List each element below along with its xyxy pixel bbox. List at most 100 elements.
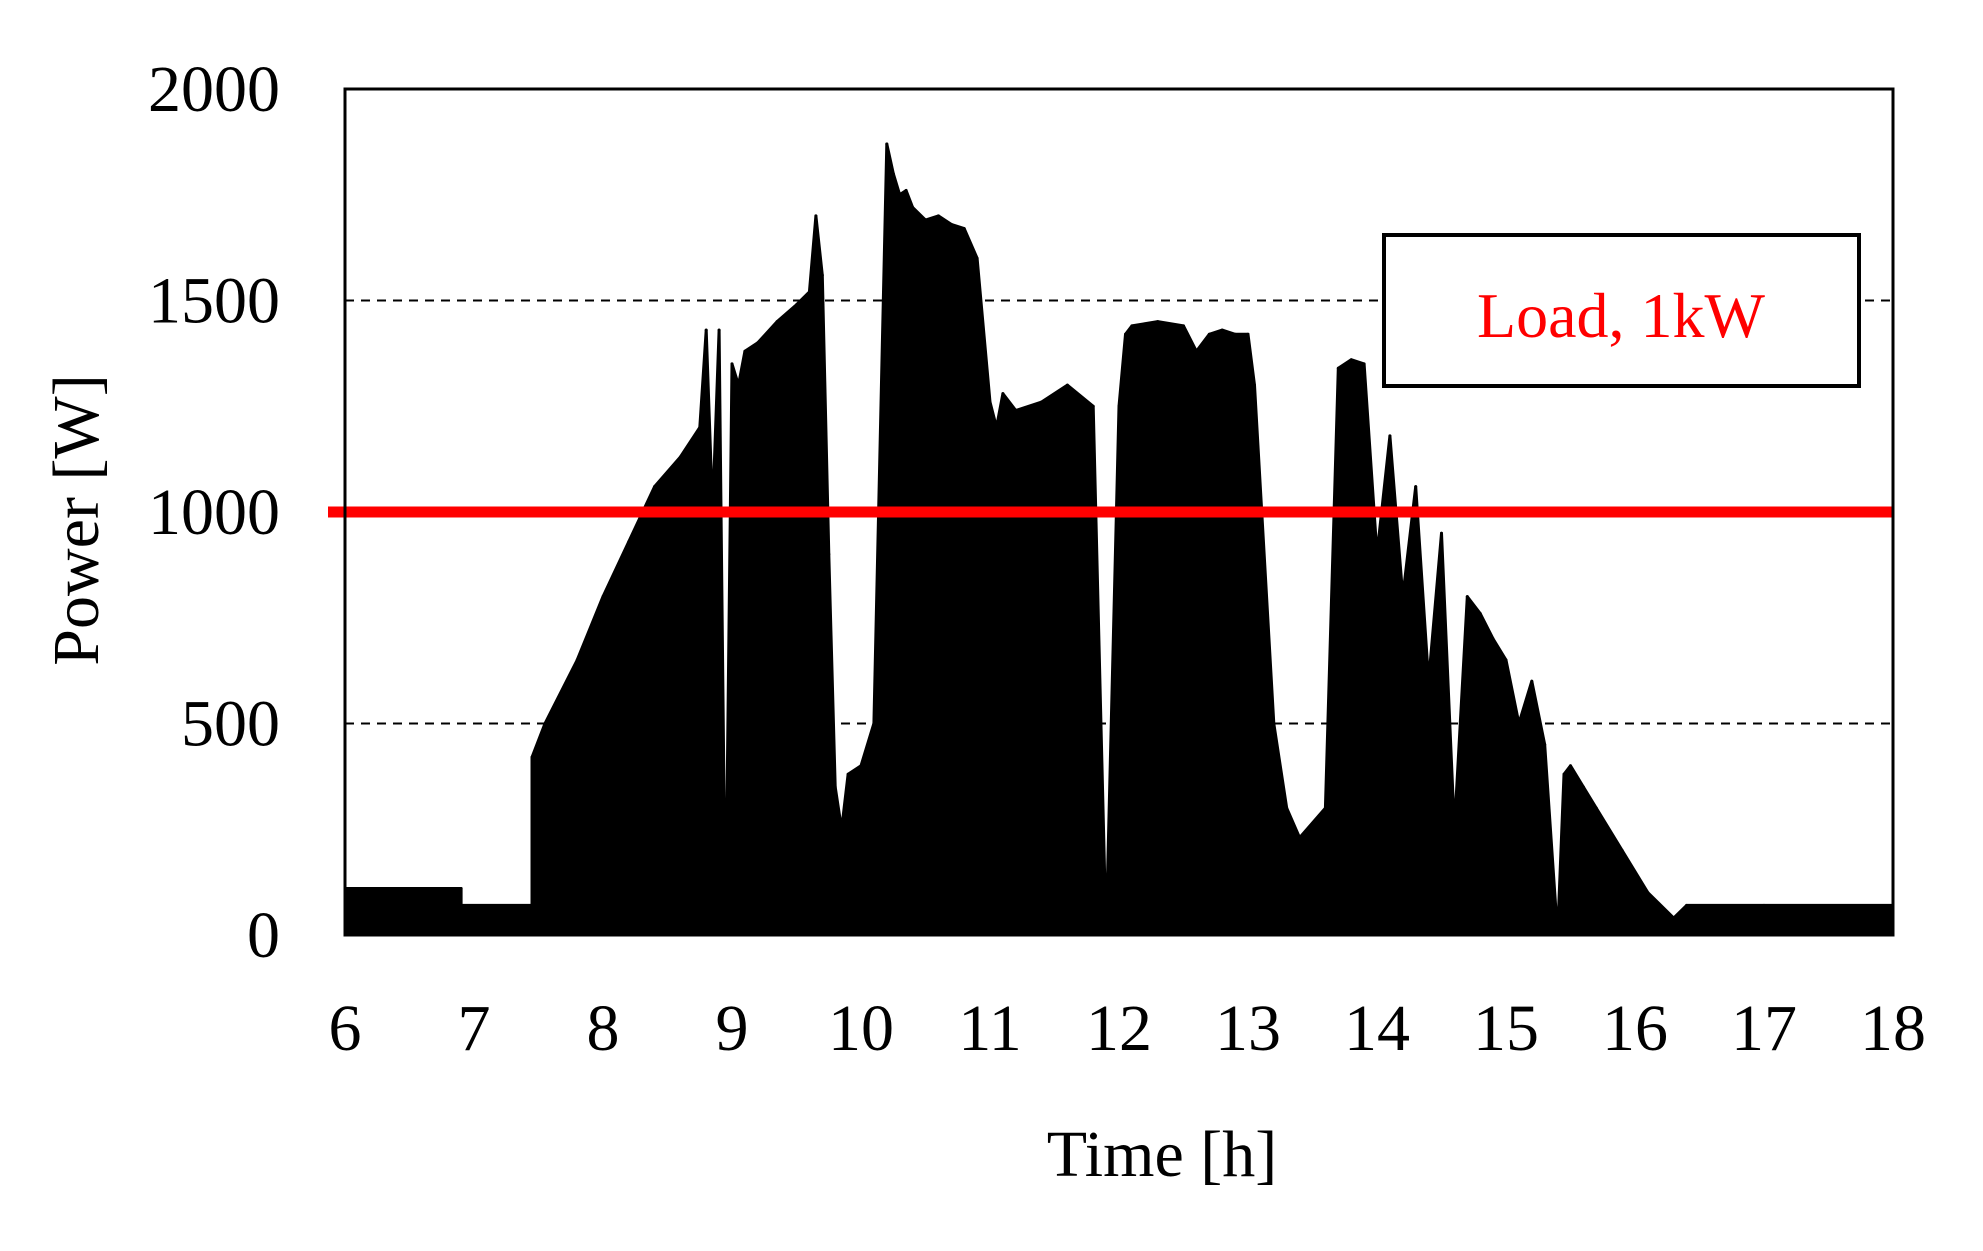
data-point	[1156, 320, 1160, 324]
x-tick-label: 17	[1731, 992, 1797, 1065]
data-point	[1246, 332, 1250, 336]
x-tick-label: 11	[958, 992, 1022, 1065]
data-point	[1762, 903, 1766, 907]
data-point	[995, 425, 998, 429]
x-tick-label: 8	[587, 992, 620, 1065]
data-point	[1117, 404, 1121, 408]
data-point	[924, 218, 927, 222]
y-tick-label: 1000	[148, 476, 280, 549]
data-point	[1182, 324, 1185, 328]
data-point	[1465, 595, 1469, 599]
x-axis-title: Time [h]	[1047, 1118, 1277, 1191]
data-point	[627, 540, 631, 544]
data-point	[530, 903, 534, 907]
data-point	[820, 273, 824, 277]
data-point	[840, 827, 844, 831]
data-point	[1672, 916, 1676, 920]
data-point	[949, 222, 953, 226]
data-point	[1253, 383, 1256, 387]
y-tick-label: 500	[181, 688, 280, 761]
data-point	[1562, 772, 1566, 776]
data-point	[1001, 392, 1005, 396]
data-point	[1285, 806, 1289, 810]
axis-layer: 0 500 1000 1500 2000 6 7 8 9 10 11 12 13 14 15 16 17 18	[148, 53, 1926, 1065]
data-point	[1298, 836, 1302, 840]
data-point	[1414, 485, 1418, 489]
data-point	[833, 785, 837, 789]
data-point	[1323, 806, 1327, 810]
y-tick-label: 2000	[148, 53, 280, 126]
y-axis-title: Power [W]	[40, 374, 113, 665]
data-point	[898, 193, 902, 197]
data-point	[1124, 332, 1127, 336]
x-tick-label: 10	[828, 992, 894, 1065]
data-point	[885, 142, 889, 146]
plot-frame	[343, 87, 1895, 937]
data-point	[1685, 903, 1689, 907]
data-point	[1014, 409, 1018, 412]
data-point	[698, 425, 702, 429]
y-tick-label: 1500	[148, 265, 280, 338]
data-point	[653, 485, 657, 489]
data-point	[872, 722, 876, 725]
data-point	[775, 320, 779, 324]
data-point	[975, 256, 979, 260]
data-point	[1388, 434, 1392, 438]
data-point	[1594, 806, 1598, 810]
data-point	[911, 205, 915, 209]
data-point	[730, 362, 734, 366]
data-point	[1349, 358, 1353, 362]
data-point	[795, 303, 798, 307]
data-point	[1646, 891, 1650, 895]
data-point	[904, 189, 908, 192]
data-point	[704, 328, 708, 332]
data-point	[1336, 366, 1340, 370]
data-point	[1207, 332, 1211, 336]
x-tick-label: 15	[1473, 992, 1539, 1065]
data-point	[1452, 827, 1456, 831]
data-point	[756, 341, 760, 345]
data-point	[807, 290, 811, 294]
data-point	[1440, 531, 1443, 535]
data-point	[1272, 722, 1276, 725]
data-point	[459, 887, 463, 890]
x-tick-label: 6	[329, 992, 362, 1065]
data-point	[1427, 679, 1431, 683]
legend-label: Load, 1kW	[1477, 280, 1766, 351]
y-tick-label: 0	[247, 899, 280, 972]
data-point	[891, 172, 895, 176]
data-point	[1620, 848, 1624, 852]
data-point	[717, 328, 721, 332]
data-point	[1362, 362, 1366, 366]
data-point	[678, 455, 682, 459]
data-point	[1040, 400, 1044, 404]
data-point	[1401, 595, 1405, 599]
data-point	[859, 764, 863, 768]
x-tick-label: 9	[716, 992, 749, 1065]
data-point	[459, 903, 463, 907]
data-point	[575, 658, 579, 662]
data-point	[1065, 383, 1069, 387]
legend-box	[1382, 233, 1861, 388]
data-point	[601, 595, 605, 599]
x-tick-label: 12	[1086, 992, 1152, 1065]
data-point	[1491, 637, 1495, 641]
data-point	[1517, 722, 1521, 725]
data-point	[1504, 658, 1508, 662]
data-point	[827, 552, 831, 556]
data-point	[988, 400, 992, 404]
data-point	[543, 722, 547, 725]
data-point	[1375, 552, 1379, 556]
data-point	[1530, 679, 1534, 683]
data-point	[1581, 785, 1585, 789]
x-tick-label: 7	[458, 992, 491, 1065]
data-point	[846, 772, 850, 776]
data-point	[1091, 404, 1095, 408]
data-point	[1569, 764, 1572, 768]
data-point	[814, 214, 818, 218]
data-point	[1233, 332, 1237, 336]
data-point	[962, 227, 966, 231]
data-point	[530, 755, 534, 759]
data-point	[1478, 612, 1482, 615]
